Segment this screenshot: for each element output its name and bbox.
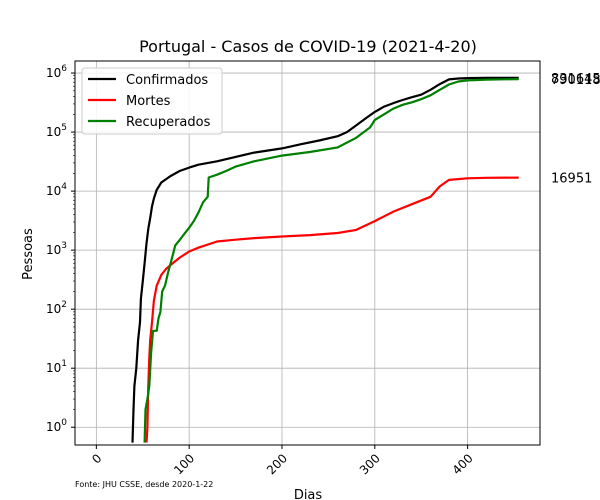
x-tick-label: 0 [89,451,104,466]
x-tick-label: 300 [357,451,383,477]
x-tick-label: 100 [171,451,197,477]
x-tick-label: 200 [264,451,290,477]
source-note: Fonte: JHU CSSE, desde 2020-1-22 [75,480,213,489]
y-tick-label: 103 [46,241,67,257]
chart-title: Portugal - Casos de COVID-19 (2021-4-20) [139,37,477,56]
y-tick-label: 102 [46,300,67,316]
y-tick-label: 104 [46,182,67,198]
legend: Confirmados Mortes Recuperados [81,67,223,135]
y-tick-label: 100 [46,418,67,434]
end-labels: 831645 16951 790118 [551,72,600,187]
legend-label: Confirmados [126,73,208,88]
legend-label: Recuperados [126,115,211,130]
series-lines [131,76,519,443]
series-line-confirmados [131,76,519,443]
y-tick-label: 106 [46,64,67,80]
end-label-confirmados: 831645 [551,72,600,87]
x-tick-label: 400 [450,451,476,477]
series-line-recuperados [143,78,519,443]
series-line-mortes [145,176,519,443]
legend-box [81,67,223,135]
y-tick-label: 105 [46,123,67,139]
x-axis-title: Dias [294,488,323,500]
end-label-mortes: 16951 [551,172,592,187]
end-label-recuperados: 790118 [551,73,600,88]
legend-label: Mortes [126,94,171,109]
y-axis-title: Pessoas [21,228,36,280]
y-tick-label: 101 [46,359,67,375]
